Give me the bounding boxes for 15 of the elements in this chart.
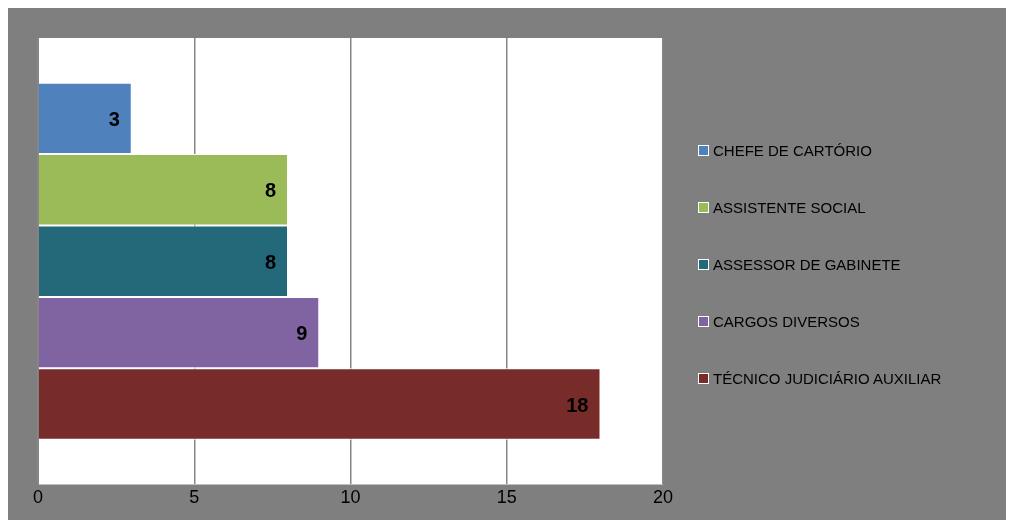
- legend-label: ASSISTENTE SOCIAL: [713, 198, 866, 216]
- x-tick-label: 15: [496, 487, 517, 508]
- data-label: 8: [264, 250, 276, 273]
- x-tick-label: 20: [652, 487, 674, 508]
- x-tick-label: 5: [189, 487, 200, 508]
- x-tick-label: 10: [340, 487, 361, 508]
- x-tick-label: 0: [32, 487, 44, 508]
- data-label: 9: [296, 322, 308, 345]
- legend-label: CARGOS DIVERSOS: [713, 312, 860, 330]
- data-label: 3: [108, 107, 120, 130]
- data-label: 18: [566, 393, 589, 416]
- legend-label: ASSESSOR DE GABINETE: [713, 255, 901, 273]
- legend-label: CHEFE DE CARTÓRIO: [713, 141, 872, 159]
- legend-label: TÉCNICO JUDICIÁRIO AUXILIAR: [713, 369, 942, 387]
- data-label: 8: [264, 179, 276, 202]
